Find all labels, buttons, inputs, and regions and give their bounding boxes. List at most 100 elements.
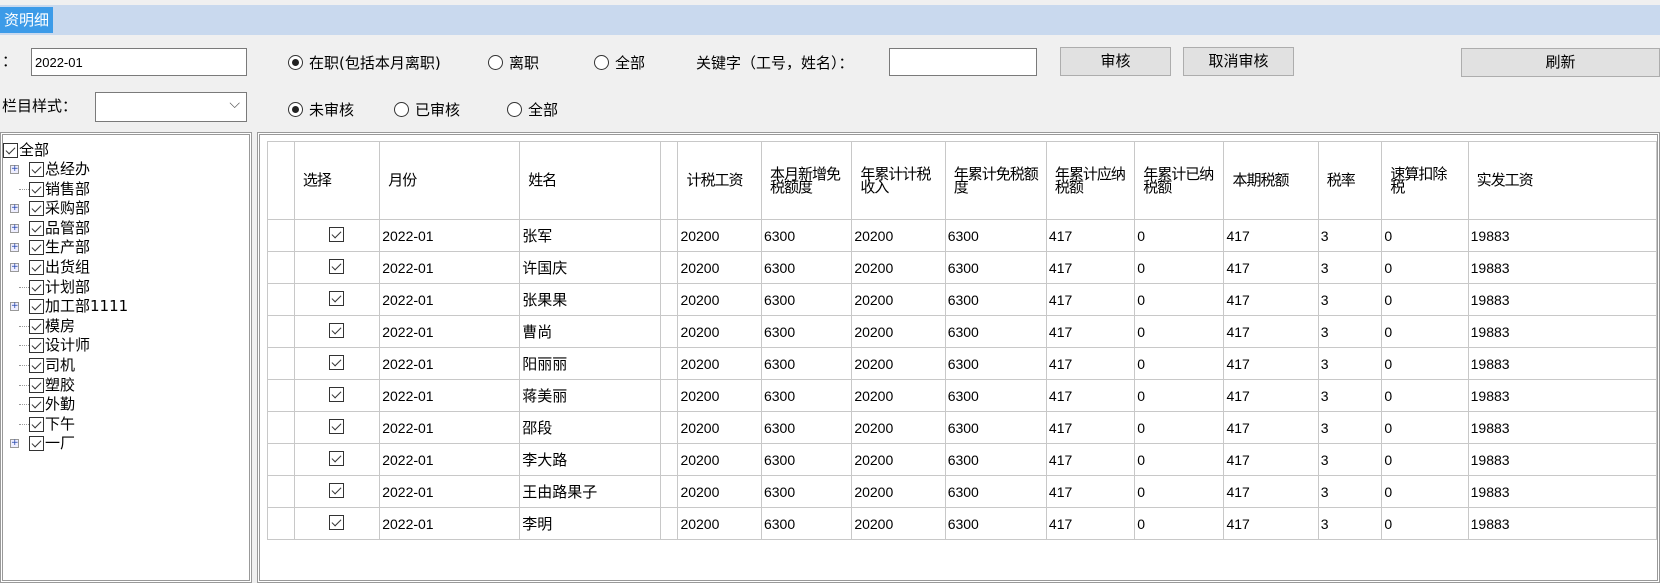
table-cell[interactable]: 6300 xyxy=(760,219,853,252)
column-header[interactable]: 年累计免税额度 xyxy=(944,141,1047,220)
radio-unaudited[interactable]: 未审核 xyxy=(288,99,354,120)
checkbox-checked-icon[interactable] xyxy=(3,143,18,158)
table-cell[interactable]: 2022-01 xyxy=(379,507,521,540)
table-cell[interactable]: 417 xyxy=(1045,283,1136,316)
column-header[interactable]: 年累计已纳税额 xyxy=(1134,141,1225,220)
table-cell[interactable]: 20200 xyxy=(677,219,762,252)
row-header[interactable] xyxy=(267,443,295,476)
tree-node[interactable]: + 生产部 xyxy=(10,238,90,257)
tree-node[interactable]: 计划部 xyxy=(19,278,90,297)
table-cell[interactable]: 20200 xyxy=(677,251,762,284)
checkbox-checked-icon[interactable] xyxy=(329,386,345,402)
select-cell[interactable] xyxy=(293,475,381,508)
column-header[interactable]: 选择 xyxy=(293,141,381,220)
table-cell[interactable]: 20200 xyxy=(851,379,946,412)
table-cell[interactable]: 2022-01 xyxy=(379,475,521,508)
table-cell[interactable]: 0 xyxy=(1134,219,1225,252)
table-cell[interactable]: 417 xyxy=(1223,411,1319,444)
table-cell[interactable]: 20200 xyxy=(851,251,946,284)
table-cell[interactable]: 6300 xyxy=(944,475,1047,508)
table-cell[interactable]: 417 xyxy=(1045,411,1136,444)
table-row[interactable]: 2022-01 张果果 20200 6300 20200 6300 417 0 417 3 0 198… xyxy=(267,283,1658,316)
table-cell[interactable]: 3 xyxy=(1317,411,1383,444)
table-cell[interactable]: 2022-01 xyxy=(379,283,521,316)
table-cell[interactable]: 3 xyxy=(1317,283,1383,316)
checkbox-checked-icon[interactable] xyxy=(29,358,44,373)
window-tab[interactable]: 资明细 xyxy=(0,7,54,33)
table-cell[interactable]: 20200 xyxy=(677,475,762,508)
table-row[interactable]: 2022-01 张军 20200 6300 20200 6300 417 0 417 3 0 1988… xyxy=(267,219,1658,252)
row-header[interactable] xyxy=(267,475,295,508)
table-cell[interactable]: 6300 xyxy=(944,219,1047,252)
column-header[interactable]: 速算扣除税 xyxy=(1381,141,1469,220)
expand-plus-icon[interactable]: + xyxy=(10,301,19,312)
table-cell[interactable]: 417 xyxy=(1223,315,1319,348)
checkbox-checked-icon[interactable] xyxy=(29,240,44,256)
column-header[interactable]: 年累计应纳税额 xyxy=(1045,141,1136,220)
checkbox-checked-icon[interactable] xyxy=(329,418,345,434)
row-header[interactable] xyxy=(267,379,295,412)
radio-employed[interactable]: 在职(包括本月离职) xyxy=(288,52,441,73)
select-cell[interactable] xyxy=(293,443,381,476)
table-cell[interactable]: 3 xyxy=(1317,251,1383,284)
table-row[interactable]: 2022-01 邵段 20200 6300 20200 6300 417 0 417 3 0 1988… xyxy=(267,411,1658,444)
table-cell[interactable]: 0 xyxy=(1134,283,1225,316)
table-cell[interactable]: 0 xyxy=(1134,347,1225,380)
table-cell[interactable]: 0 xyxy=(1381,507,1469,540)
table-row[interactable]: 2022-01 曹尚 20200 6300 20200 6300 417 0 417 3 0 1988… xyxy=(267,315,1658,348)
table-cell[interactable]: 6300 xyxy=(760,315,853,348)
table-cell[interactable]: 417 xyxy=(1045,315,1136,348)
table-cell[interactable]: 2022-01 xyxy=(379,251,521,284)
tree-node[interactable]: + 品管部 xyxy=(10,219,90,238)
table-cell[interactable]: 417 xyxy=(1223,475,1319,508)
table-cell[interactable]: 0 xyxy=(1381,251,1469,284)
checkbox-checked-icon[interactable] xyxy=(29,397,44,413)
tree-node[interactable]: + 出货组 xyxy=(10,258,90,277)
table-cell[interactable]: 19883 xyxy=(1467,443,1658,476)
checkbox-checked-icon[interactable] xyxy=(29,162,44,177)
select-cell[interactable] xyxy=(293,507,381,540)
cancel-audit-button[interactable]: 取消审核 xyxy=(1183,47,1294,76)
tree-node[interactable]: + 一厂 xyxy=(10,434,75,453)
row-header[interactable] xyxy=(267,219,295,252)
table-cell[interactable]: 19883 xyxy=(1467,219,1658,252)
row-header[interactable] xyxy=(267,283,295,316)
table-cell[interactable]: 2022-01 xyxy=(379,315,521,348)
table-cell[interactable]: 6300 xyxy=(760,507,853,540)
expand-plus-icon[interactable]: + xyxy=(10,203,19,214)
table-cell[interactable]: 6300 xyxy=(944,443,1047,476)
column-header[interactable]: 本期税额 xyxy=(1223,141,1319,220)
table-cell[interactable]: 6300 xyxy=(760,475,853,508)
select-cell[interactable] xyxy=(293,411,381,444)
table-row[interactable]: 2022-01 李明 20200 6300 20200 6300 417 0 417 3 0 1988… xyxy=(267,507,1658,540)
table-cell[interactable]: 0 xyxy=(1381,347,1469,380)
table-cell[interactable]: 6300 xyxy=(944,411,1047,444)
table-row[interactable]: 2022-01 蒋美丽 20200 6300 20200 6300 417 0 417 3 0 198… xyxy=(267,379,1658,412)
table-cell[interactable]: 19883 xyxy=(1467,475,1658,508)
tree-node[interactable]: 司机 xyxy=(19,356,75,375)
tree-node[interactable]: 模房 xyxy=(19,317,75,336)
tree-node[interactable]: 销售部 xyxy=(19,180,90,199)
table-cell[interactable]: 6300 xyxy=(944,507,1047,540)
audit-button[interactable]: 审核 xyxy=(1060,47,1171,76)
select-cell[interactable] xyxy=(293,251,381,284)
table-cell[interactable]: 417 xyxy=(1045,219,1136,252)
column-header[interactable]: 计税工资 xyxy=(677,141,762,220)
table-row[interactable]: 2022-01 许国庆 20200 6300 20200 6300 417 0 417 3 0 198… xyxy=(267,251,1658,284)
checkbox-checked-icon[interactable] xyxy=(29,260,44,275)
table-cell[interactable]: 20200 xyxy=(677,347,762,380)
checkbox-checked-icon[interactable] xyxy=(29,299,44,315)
table-cell[interactable]: 20200 xyxy=(851,507,946,540)
tree-node[interactable]: + 总经办 xyxy=(10,160,90,179)
row-header[interactable] xyxy=(267,411,295,444)
table-cell[interactable]: 19883 xyxy=(1467,379,1658,412)
table-cell[interactable]: 6300 xyxy=(944,347,1047,380)
expand-plus-icon[interactable]: + xyxy=(10,164,19,174)
column-header[interactable]: 实发工资 xyxy=(1467,141,1658,220)
expand-plus-icon[interactable]: + xyxy=(10,262,19,272)
table-cell[interactable]: 蒋美丽 xyxy=(519,379,662,412)
column-style-select[interactable]: ⌵ xyxy=(95,92,247,122)
row-header[interactable] xyxy=(267,347,295,380)
tree-node[interactable]: 外勤 xyxy=(19,395,75,414)
radio-status-all[interactable]: 全部 xyxy=(594,52,645,73)
